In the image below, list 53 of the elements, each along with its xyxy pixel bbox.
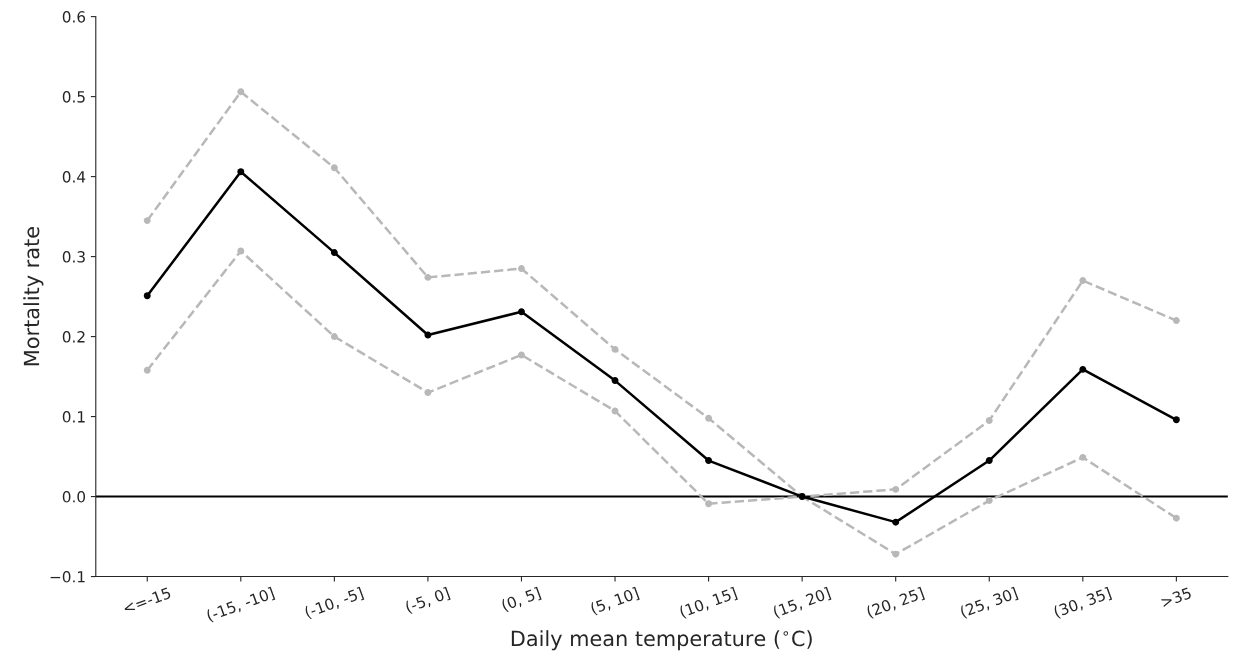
point (518, 351, 525, 359)
point (237, 247, 245, 255)
y-tick-label: 0.2 (62, 331, 85, 343)
point (985, 457, 993, 465)
x-tick-label: (30, 35] (1053, 586, 1113, 620)
x-tick-label: (-10, -5] (304, 586, 365, 620)
point (705, 500, 713, 508)
point (424, 273, 432, 281)
y-tick-label: 0.6 (62, 11, 86, 23)
point (705, 457, 713, 465)
x-tick-label: (0, 5] (500, 586, 542, 613)
y-axis-title: Mortality rate (23, 227, 44, 366)
point (1079, 453, 1087, 461)
point (143, 292, 151, 300)
x-tick-label: (5, 10] (589, 586, 640, 616)
point (143, 217, 151, 225)
y-tick-label: 0.5 (62, 91, 85, 103)
x-tick-label: (10, 15] (678, 586, 738, 620)
point (1172, 317, 1180, 325)
y-tick-label: 0.1 (62, 411, 85, 423)
point (892, 518, 900, 526)
point (330, 249, 338, 257)
point (518, 308, 525, 316)
point (330, 164, 338, 172)
point (424, 389, 432, 397)
y-tick-label: 0.3 (62, 251, 85, 263)
x-tick-label: (20, 25] (865, 586, 926, 620)
point (985, 497, 993, 505)
point (1079, 277, 1087, 285)
x-axis-title: Daily mean temperature ($^{∘}$C) (511, 630, 812, 651)
x-tick-label: <=-15 (122, 587, 172, 615)
point (143, 366, 151, 374)
point (518, 265, 525, 273)
x-tick-label: (-15, -10] (205, 586, 276, 624)
x-tick-label: (25, 30] (959, 586, 1019, 620)
y-tick-label: 0.4 (62, 171, 86, 183)
y-tick-label: 0.0 (62, 491, 86, 503)
x-tick-label: (15, 20] (772, 586, 832, 620)
x-tick-label: >35 (1160, 586, 1192, 608)
x-tick-label: (-5, 0] (404, 586, 451, 615)
point (611, 377, 619, 385)
point (237, 88, 245, 96)
point (1172, 514, 1180, 522)
y-tick-label: −0.1 (50, 571, 85, 583)
point (985, 417, 993, 425)
point (892, 485, 900, 493)
point (330, 333, 338, 341)
point (892, 550, 900, 558)
point (237, 168, 245, 176)
point (705, 414, 713, 422)
point (611, 345, 619, 353)
point (1079, 365, 1087, 373)
point (1172, 416, 1180, 424)
